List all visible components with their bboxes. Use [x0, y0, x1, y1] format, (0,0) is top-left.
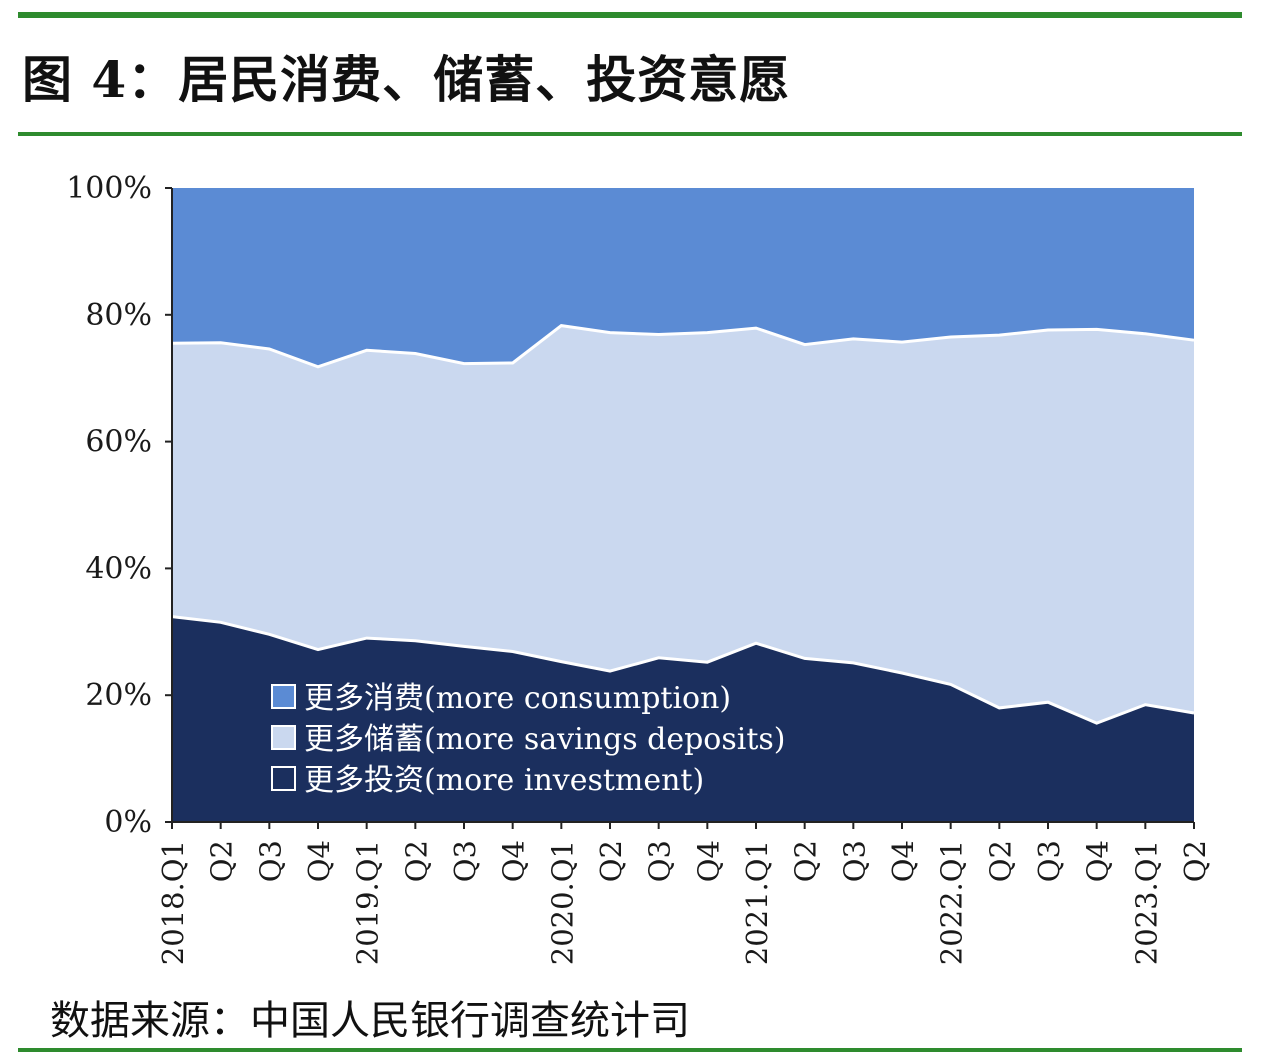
series-area-savings: [172, 325, 1194, 724]
boundary-line-savings-investment: [171, 615, 1195, 725]
x-tick-label: Q2: [983, 840, 1017, 882]
y-tick-label: 20%: [85, 678, 152, 713]
x-tick-label: Q2: [789, 840, 823, 882]
x-tick-label: 2019.Q1: [351, 840, 385, 965]
x-tick-label: Q2: [399, 840, 433, 882]
legend-swatch-consumption: [271, 684, 296, 709]
y-tick-label: 80%: [85, 298, 152, 333]
x-tick-label: 2021.Q1: [740, 840, 774, 965]
legend-label-investment: 更多投资(more investment): [304, 763, 704, 798]
x-tick-label: Q4: [302, 840, 336, 882]
x-tick-label: 2023.Q1: [1129, 840, 1163, 965]
x-tick-label: 2018.Q1: [156, 840, 190, 965]
legend-label-consumption: 更多消费(more consumption): [304, 681, 731, 716]
y-tick-label: 40%: [85, 551, 152, 586]
x-tick-label: Q2: [205, 840, 239, 882]
top-rule: [18, 12, 1242, 18]
x-tick-label: Q4: [497, 840, 531, 882]
x-tick-label: Q4: [1081, 840, 1115, 882]
x-tick-label: Q2: [1178, 840, 1212, 882]
x-tick-label: Q4: [886, 840, 920, 882]
y-tick-label: 100%: [66, 171, 152, 206]
x-tick-label: 2020.Q1: [545, 840, 579, 965]
y-tick-label: 0%: [104, 805, 152, 840]
x-tick-label: 2022.Q1: [935, 840, 969, 965]
x-tick-label: Q2: [594, 840, 628, 882]
series-area-consumption: [172, 188, 1194, 367]
legend-swatch-savings: [271, 725, 296, 750]
y-tick-label: 60%: [85, 425, 152, 460]
x-tick-label: Q3: [837, 840, 871, 882]
boundary-line-consumption-savings: [171, 324, 1195, 369]
x-tick-label: Q3: [448, 840, 482, 882]
legend-label-savings: 更多储蓄(more savings deposits): [304, 722, 786, 757]
figure-title: 图 4：居民消费、储蓄、投资意愿: [22, 50, 791, 109]
x-tick-label: Q3: [253, 840, 287, 882]
legend-swatch-investment: [271, 766, 296, 791]
source-note: 数据来源：中国人民银行调查统计司: [50, 998, 690, 1044]
series-area-investment: [172, 616, 1194, 822]
x-tick-label: Q3: [1032, 840, 1066, 882]
x-tick-label: Q4: [691, 840, 725, 882]
x-tick-label: Q3: [643, 840, 677, 882]
title-underline: [18, 132, 1242, 136]
bottom-rule: [18, 1048, 1242, 1052]
